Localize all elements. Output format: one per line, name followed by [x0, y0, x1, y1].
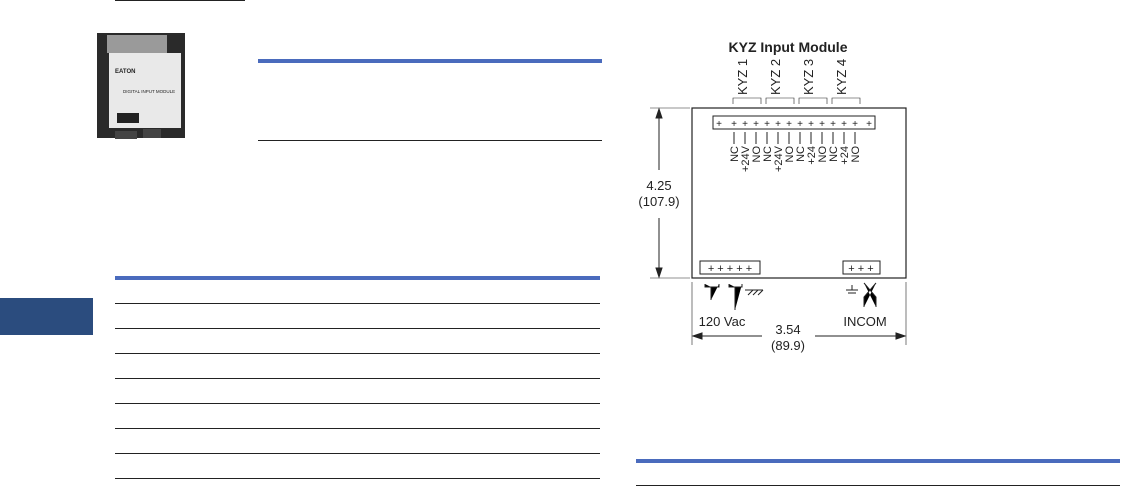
kyz-terminal-strip: [712, 115, 876, 130]
channel-label: KYZ 4: [834, 59, 849, 95]
channel-bracket: [831, 97, 861, 104]
svg-text:+: +: [866, 119, 872, 130]
channel-label: KYZ 1: [735, 59, 750, 95]
terminal-label: NO: [751, 146, 763, 163]
table-row: [115, 403, 600, 404]
width-mm: (89.9): [771, 338, 805, 353]
section-rule-blue: [258, 59, 602, 63]
channel-bracket: [732, 97, 762, 104]
terminal-screw: +: [797, 119, 803, 130]
channel-label: KYZ 3: [801, 59, 816, 95]
table-row: [115, 428, 600, 429]
section-rule: [258, 140, 602, 141]
terminal-screw: +: [742, 119, 748, 130]
terminal-label: NC: [828, 146, 840, 162]
terminal-label: +24: [806, 146, 818, 165]
svg-text:+ + +: + + +: [848, 263, 873, 275]
terminal-label: NO: [850, 146, 862, 163]
product-photo: EATON DIGITAL INPUT MODULE: [97, 31, 187, 141]
channel-bracket: [765, 97, 795, 104]
height-inches: 4.25: [646, 178, 671, 193]
incom-terminal-strip: [842, 260, 881, 275]
terminal-label: NC: [795, 146, 807, 162]
terminal-screw: +: [852, 119, 858, 130]
module-outline: [691, 107, 907, 279]
right-table-rule-blue: [636, 459, 1120, 463]
top-rule: [115, 0, 245, 1]
table-row: [115, 378, 600, 379]
terminal-screw: +: [808, 119, 814, 130]
table-row: [115, 453, 600, 454]
width-inches: 3.54: [775, 322, 800, 337]
diagram-title: KYZ Input Module: [729, 39, 848, 55]
side-tab[interactable]: [0, 298, 93, 335]
width-dimension: [691, 282, 907, 345]
channel-label: KYZ 2: [768, 59, 783, 95]
channel-bracket: [798, 97, 828, 104]
eaton-logo: EATON: [115, 69, 135, 75]
terminal-screw: +: [830, 119, 836, 130]
terminal-label: +24V: [740, 145, 752, 172]
terminal-label: +24V: [773, 145, 785, 172]
terminal-screw: +: [764, 119, 770, 130]
svg-text:+ + + + +: + + + + +: [708, 263, 752, 275]
wiring-symbols: [704, 282, 877, 310]
terminal-label: NC: [729, 146, 741, 162]
power-terminal-strip: [699, 260, 761, 275]
terminal-label: +24: [839, 146, 851, 165]
table-row: [115, 353, 600, 354]
table-row: [115, 328, 600, 329]
photo-label: DIGITAL INPUT MODULE: [123, 89, 175, 94]
power-label: 120 Vac: [699, 314, 746, 329]
terminal-screw: +: [841, 119, 847, 130]
terminal-screw: +: [753, 119, 759, 130]
incom-label: INCOM: [843, 314, 886, 329]
terminal-screw: +: [775, 119, 781, 130]
terminal-label: NO: [784, 146, 796, 163]
table-header-rule: [115, 276, 600, 280]
terminal-screw: +: [819, 119, 825, 130]
terminal-label: NC: [762, 146, 774, 162]
table-row: [115, 478, 600, 479]
terminal-label: NO: [817, 146, 829, 163]
svg-text:+: +: [716, 119, 722, 130]
terminal-screw: +: [731, 119, 737, 130]
terminal-screw: +: [786, 119, 792, 130]
height-dimension: [650, 107, 690, 279]
height-mm: (107.9): [638, 194, 679, 209]
table-row: [115, 303, 600, 304]
